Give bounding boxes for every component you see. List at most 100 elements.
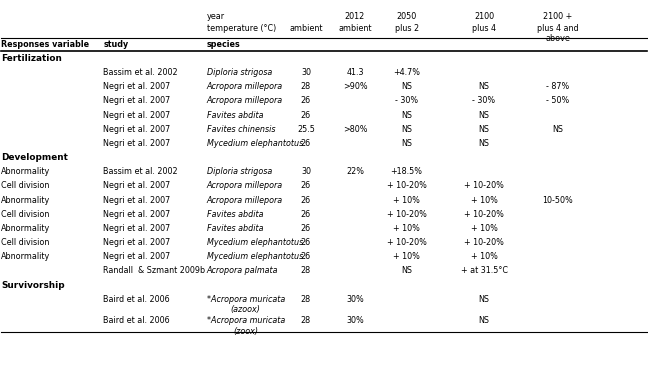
Text: + 10%: + 10%: [393, 196, 420, 204]
Text: + 10%: + 10%: [393, 252, 420, 261]
Text: Abnormality: Abnormality: [1, 224, 51, 233]
Text: plus 2: plus 2: [395, 24, 419, 33]
Text: + 10-20%: + 10-20%: [464, 181, 504, 190]
Text: NS: NS: [401, 111, 412, 119]
Text: 28: 28: [301, 82, 311, 91]
Text: Abnormality: Abnormality: [1, 196, 51, 204]
Text: 28: 28: [301, 295, 311, 304]
Text: Negri et al. 2007: Negri et al. 2007: [103, 111, 170, 119]
Text: Negri et al. 2007: Negri et al. 2007: [103, 82, 170, 91]
Text: NS: NS: [478, 316, 489, 325]
Text: NS: NS: [401, 266, 412, 276]
Text: NS: NS: [401, 139, 412, 148]
Text: NS: NS: [552, 125, 563, 134]
Text: Negri et al. 2007: Negri et al. 2007: [103, 181, 170, 190]
Text: Negri et al. 2007: Negri et al. 2007: [103, 224, 170, 233]
Text: Baird et al. 2006: Baird et al. 2006: [103, 316, 170, 325]
Text: plus 4: plus 4: [472, 24, 496, 33]
Text: >90%: >90%: [343, 82, 367, 91]
Text: Negri et al. 2007: Negri et al. 2007: [103, 139, 170, 148]
Text: Cell division: Cell division: [1, 210, 50, 219]
Text: 28: 28: [301, 266, 311, 276]
Text: NS: NS: [401, 125, 412, 134]
Text: Acropora millepora: Acropora millepora: [207, 196, 283, 204]
Text: 2050: 2050: [397, 13, 417, 22]
Text: Survivorship: Survivorship: [1, 280, 65, 290]
Text: temperature (°C): temperature (°C): [207, 24, 276, 33]
Text: + 10%: + 10%: [470, 196, 498, 204]
Text: Favites chinensis: Favites chinensis: [207, 125, 275, 134]
Text: ambient: ambient: [289, 24, 323, 33]
Text: 26: 26: [301, 252, 311, 261]
Text: 26: 26: [301, 139, 311, 148]
Text: *Acropora muricata
(zoox): *Acropora muricata (zoox): [207, 316, 285, 336]
Text: 26: 26: [301, 238, 311, 247]
Text: Development: Development: [1, 153, 68, 162]
Text: year: year: [207, 13, 225, 22]
Text: NS: NS: [478, 295, 489, 304]
Text: Mycedium elephantotus.: Mycedium elephantotus.: [207, 139, 305, 148]
Text: + 10-20%: + 10-20%: [464, 238, 504, 247]
Text: Fertilization: Fertilization: [1, 54, 62, 63]
Text: + 10-20%: + 10-20%: [387, 238, 426, 247]
Text: Abnormality: Abnormality: [1, 167, 51, 176]
Text: 26: 26: [301, 196, 311, 204]
Text: plus 4 and
above: plus 4 and above: [537, 24, 579, 43]
Text: - 30%: - 30%: [472, 96, 496, 105]
Text: ambient: ambient: [338, 24, 372, 33]
Text: 41.3: 41.3: [346, 68, 364, 77]
Text: Negri et al. 2007: Negri et al. 2007: [103, 96, 170, 105]
Text: 30%: 30%: [346, 295, 364, 304]
Text: 26: 26: [301, 96, 311, 105]
Text: Acropora palmata: Acropora palmata: [207, 266, 278, 276]
Text: Negri et al. 2007: Negri et al. 2007: [103, 238, 170, 247]
Text: Negri et al. 2007: Negri et al. 2007: [103, 252, 170, 261]
Text: Acropora millepora: Acropora millepora: [207, 96, 283, 105]
Text: NS: NS: [478, 111, 489, 119]
Text: NS: NS: [478, 139, 489, 148]
Text: Favites abdita: Favites abdita: [207, 224, 263, 233]
Text: +4.7%: +4.7%: [393, 68, 420, 77]
Text: study: study: [103, 40, 128, 49]
Text: 28: 28: [301, 316, 311, 325]
Text: 26: 26: [301, 210, 311, 219]
Text: - 50%: - 50%: [546, 96, 569, 105]
Text: Acropora millepora: Acropora millepora: [207, 82, 283, 91]
Text: NS: NS: [401, 82, 412, 91]
Text: + at 31.5°C: + at 31.5°C: [461, 266, 507, 276]
Text: Bassim et al. 2002: Bassim et al. 2002: [103, 68, 178, 77]
Text: 26: 26: [301, 111, 311, 119]
Text: 10-50%: 10-50%: [542, 196, 573, 204]
Text: Negri et al. 2007: Negri et al. 2007: [103, 210, 170, 219]
Text: 26: 26: [301, 224, 311, 233]
Text: 25.5: 25.5: [297, 125, 315, 134]
Text: 30: 30: [301, 167, 311, 176]
Text: Bassim et al. 2002: Bassim et al. 2002: [103, 167, 178, 176]
Text: Baird et al. 2006: Baird et al. 2006: [103, 295, 170, 304]
Text: + 10-20%: + 10-20%: [464, 210, 504, 219]
Text: Mycedium elephantotus.: Mycedium elephantotus.: [207, 252, 305, 261]
Text: 2100 +: 2100 +: [543, 13, 572, 22]
Text: Cell division: Cell division: [1, 181, 50, 190]
Text: Mycedium elephantotus.: Mycedium elephantotus.: [207, 238, 305, 247]
Text: + 10-20%: + 10-20%: [387, 181, 426, 190]
Text: Responses variable: Responses variable: [1, 40, 89, 49]
Text: + 10%: + 10%: [393, 224, 420, 233]
Text: Abnormality: Abnormality: [1, 252, 51, 261]
Text: + 10-20%: + 10-20%: [387, 210, 426, 219]
Text: *Acropora muricata
(azoox): *Acropora muricata (azoox): [207, 295, 285, 314]
Text: Favites abdita: Favites abdita: [207, 210, 263, 219]
Text: + 10%: + 10%: [470, 252, 498, 261]
Text: Negri et al. 2007: Negri et al. 2007: [103, 196, 170, 204]
Text: +18.5%: +18.5%: [391, 167, 422, 176]
Text: 30: 30: [301, 68, 311, 77]
Text: Negri et al. 2007: Negri et al. 2007: [103, 125, 170, 134]
Text: >80%: >80%: [343, 125, 367, 134]
Text: Cell division: Cell division: [1, 238, 50, 247]
Text: 30%: 30%: [346, 316, 364, 325]
Text: 22%: 22%: [346, 167, 364, 176]
Text: 2100: 2100: [474, 13, 494, 22]
Text: NS: NS: [478, 82, 489, 91]
Text: Acropora millepora: Acropora millepora: [207, 181, 283, 190]
Text: - 30%: - 30%: [395, 96, 418, 105]
